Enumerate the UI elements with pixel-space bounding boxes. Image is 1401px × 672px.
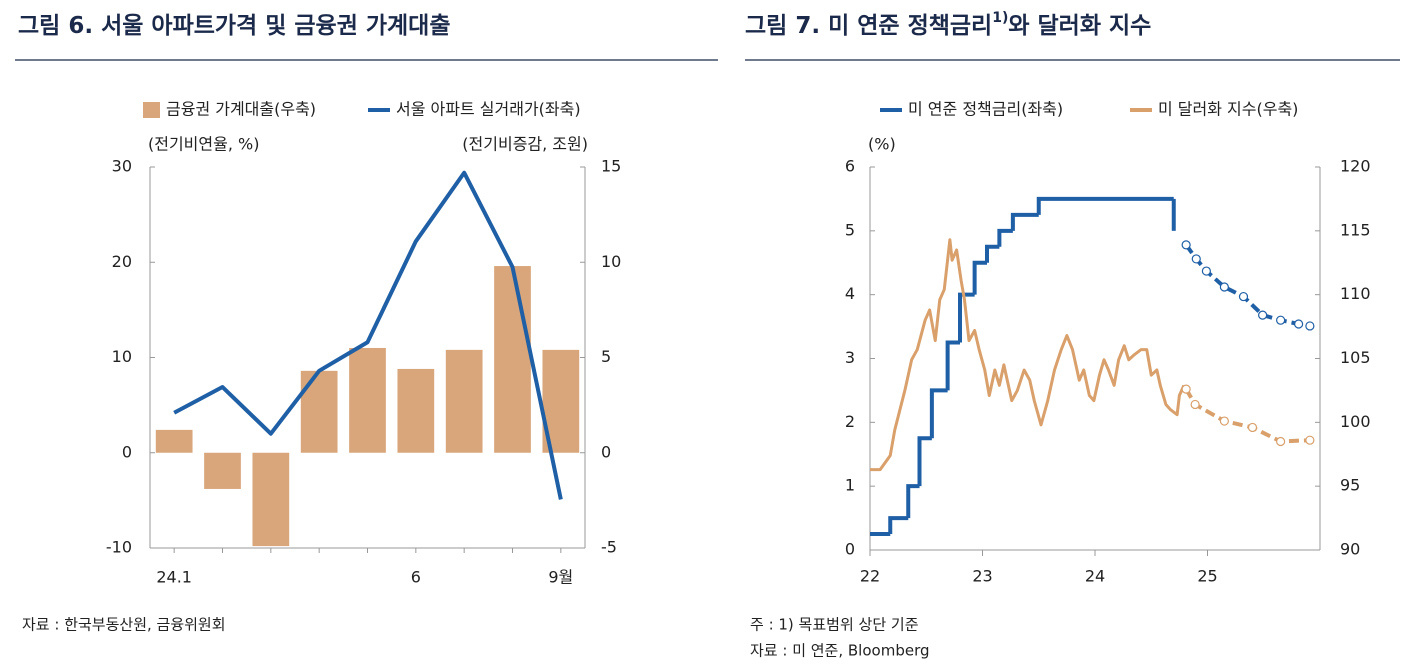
- y2-tick-label: 110: [1340, 284, 1371, 303]
- y-tick-label: 6: [845, 157, 855, 176]
- line: [173, 170, 563, 500]
- line: [870, 238, 1186, 472]
- bar: [155, 429, 193, 453]
- y-tick-label: 4: [845, 284, 855, 303]
- y-tick-label: 3: [845, 348, 855, 367]
- legend-swatch: [143, 102, 160, 118]
- legend-label: 금융권 가계대출(우축): [166, 100, 316, 119]
- legend-label: 미 연준 정책금리(좌축): [908, 100, 1063, 119]
- y2-tick-label: 95: [1340, 476, 1360, 495]
- y2-tick-label: 5: [601, 347, 611, 366]
- forecast-point: [1294, 319, 1304, 329]
- y-tick-label: 0: [122, 442, 132, 461]
- x-tick-label: 25: [1197, 567, 1217, 586]
- x-tick-label: 9월: [548, 568, 573, 587]
- step-segment: [917, 436, 932, 487]
- forecast-point: [1305, 435, 1315, 445]
- y-tick-label: 5: [845, 220, 855, 239]
- chart-title: 그림 7. 미 연준 정책금리1)와 달러화 지수: [745, 10, 1151, 39]
- y2-tick-label: -5: [601, 538, 617, 557]
- y-tick-label: 20: [112, 252, 132, 271]
- y-axis-label: (%): [868, 135, 896, 154]
- forecast-line: [1184, 243, 1311, 328]
- forecast-point: [1276, 436, 1286, 447]
- y2-axis-label: (전기비증감, 조원): [462, 135, 588, 154]
- step-segment: [888, 516, 909, 535]
- title-superscript: 1): [992, 10, 1008, 26]
- forecast-point: [1219, 416, 1229, 426]
- bar: [204, 452, 241, 489]
- legend-label: 서울 아파트 실거래가(좌축): [396, 100, 581, 119]
- y2-tick-label: 100: [1340, 412, 1371, 431]
- step-segment: [972, 260, 987, 295]
- x-tick-label: 6: [411, 568, 421, 587]
- x-tick-label: 24: [1085, 567, 1105, 586]
- y-tick-label: 1: [845, 476, 855, 495]
- forecast-point: [1191, 254, 1201, 264]
- title-text: 그림 6. 서울 아파트가격 및 금융권 가계대출: [18, 13, 451, 39]
- forecast-point: [1219, 282, 1229, 292]
- step-segment: [997, 228, 1013, 247]
- chart-title: 그림 6. 서울 아파트가격 및 금융권 가계대출: [18, 13, 451, 39]
- y-tick-label: 0: [845, 540, 855, 559]
- y-tick-label: 2: [845, 412, 855, 431]
- step-segment: [945, 340, 960, 391]
- forecast-point: [1201, 266, 1211, 276]
- y-tick-label: 30: [112, 157, 132, 176]
- forecast-point: [1276, 315, 1286, 325]
- forecast-line: [1184, 388, 1310, 444]
- forecast-point: [1190, 399, 1200, 410]
- forecast-point: [1305, 321, 1315, 331]
- y2-tick-label: 15: [601, 157, 621, 176]
- bar: [300, 370, 338, 453]
- bar: [252, 452, 290, 547]
- note: 주 : 1) 목표범위 상단 기준: [750, 616, 919, 634]
- x-tick-label: 24.1: [156, 568, 192, 587]
- y2-tick-label: 0: [601, 442, 611, 461]
- title-text: 그림 7. 미 연준 정책금리: [745, 13, 992, 39]
- y2-tick-label: 115: [1340, 220, 1371, 239]
- y2-tick-label: 90: [1340, 540, 1360, 559]
- bar: [397, 368, 435, 453]
- step-segment: [906, 484, 920, 519]
- step-segment: [958, 292, 975, 343]
- forecast-point: [1247, 422, 1258, 433]
- y-tick-label: 10: [112, 347, 132, 366]
- y-axis-label: (전기비연율, %): [148, 135, 259, 154]
- step-segment: [1010, 212, 1039, 231]
- legend-label: 미 달러화 지수(우축): [1158, 100, 1298, 119]
- forecast-point: [1258, 310, 1268, 320]
- step-segment: [929, 388, 948, 439]
- bar: [445, 349, 483, 453]
- y2-tick-label: 120: [1340, 157, 1371, 176]
- step-segment: [1036, 196, 1174, 215]
- forecast-point: [1181, 384, 1191, 394]
- forecast-point: [1181, 240, 1191, 250]
- bar: [494, 266, 531, 453]
- step-segment: [985, 244, 1000, 263]
- title-text: 와 달러화 지수: [1008, 13, 1151, 39]
- note: 자료 : 한국부동산원, 금융위원회: [22, 616, 226, 634]
- y-tick-label: -10: [106, 538, 132, 557]
- bar: [349, 347, 386, 453]
- y2-tick-label: 10: [601, 252, 621, 271]
- x-tick-label: 23: [972, 567, 992, 586]
- y2-tick-label: 105: [1340, 348, 1371, 367]
- note: 자료 : 미 연준, Bloomberg: [750, 642, 930, 660]
- forecast-point: [1238, 291, 1249, 302]
- x-tick-label: 22: [860, 567, 880, 586]
